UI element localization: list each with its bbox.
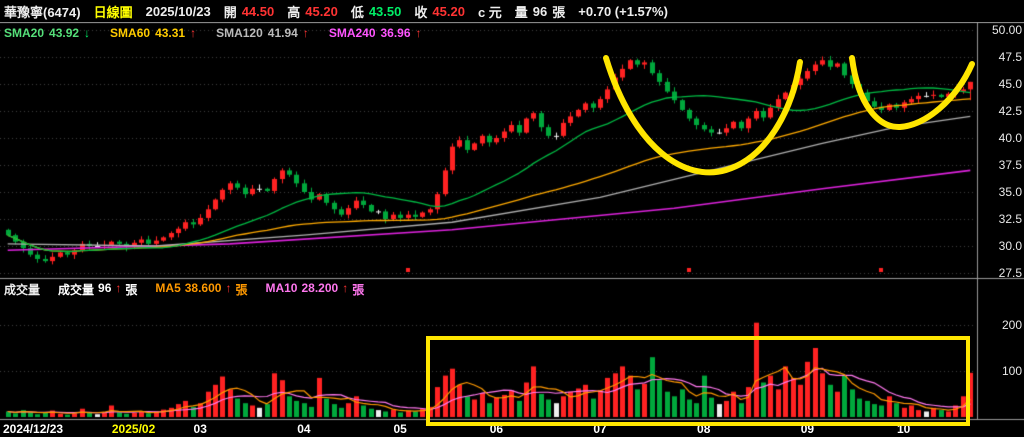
close-value: 45.20	[432, 3, 465, 19]
sma60-legend[interactable]: SMA60 43.31 ↑	[110, 26, 197, 40]
sma240-legend[interactable]: SMA240 36.96 ↑	[328, 26, 422, 40]
date-axis-label: 08	[697, 422, 711, 436]
date-axis-label: 05	[393, 422, 407, 436]
date-axis-label: 07	[593, 422, 607, 436]
date-axis-label: 06	[489, 422, 504, 436]
volume-legend: 成交量 成交量 96 ↑ 張 MA5 38.600 ↑ 張 MA10 28.20…	[4, 281, 364, 298]
volume-field: 量 96 張	[514, 3, 566, 20]
low-field: 低 43.50	[350, 3, 402, 20]
date-axis-label: 04	[297, 422, 311, 436]
volume-value: 96	[532, 3, 548, 19]
date-axis-label: 2024/12/23	[3, 422, 64, 436]
price-volume-chart-canvas[interactable]	[0, 22, 1024, 422]
sma20-arrow-icon: ↓	[84, 26, 91, 40]
low-value: 43.50	[368, 3, 402, 19]
sma20-legend[interactable]: SMA20 43.92 ↓	[4, 26, 91, 40]
stock-name: 華豫寧(6474)	[4, 4, 81, 20]
sma240-arrow-icon: ↑	[415, 26, 422, 40]
volume-ma10-arrow-icon: ↑	[342, 281, 349, 295]
chart-type-label[interactable]: 日線圖	[93, 4, 133, 20]
date-axis-label: 03	[193, 422, 207, 436]
date-axis-label: 10	[896, 422, 911, 436]
volume-arrow-icon: ↑	[115, 281, 122, 295]
sma120-legend[interactable]: SMA120 41.94 ↑	[216, 26, 309, 40]
high-value: 45.20	[305, 3, 338, 19]
open-value: 44.50	[241, 3, 275, 19]
volume-ma5-legend[interactable]: MA5 38.600 ↑ 張	[155, 281, 248, 297]
quote-date: 2025/10/23	[145, 3, 211, 19]
quote-header: 華豫寧(6474) 日線圖 2025/10/23 開 44.50 高 45.20…	[0, 0, 1024, 22]
open-field: 開 44.50	[223, 3, 275, 20]
high-field: 高 45.20	[287, 3, 338, 20]
close-field: 收 45.20	[414, 3, 465, 20]
sma120-arrow-icon: ↑	[302, 26, 309, 40]
sma60-arrow-icon: ↑	[190, 26, 197, 40]
date-axis-label: 09	[800, 422, 815, 436]
price-change: +0.70 (+1.57%)	[578, 3, 668, 19]
sma-legend: SMA20 43.92 ↓ SMA60 43.31 ↑ SMA120 41.94…	[4, 26, 422, 40]
date-axis-label: 2025/02	[111, 422, 156, 436]
volume-ma5-arrow-icon: ↑	[225, 281, 232, 295]
volume-panel-title: 成交量	[4, 283, 41, 297]
volume-series-legend[interactable]: 成交量 96 ↑ 張	[58, 281, 138, 297]
price-unit: c 元	[477, 4, 502, 20]
volume-ma10-legend[interactable]: MA10 28.200 ↑ 張	[265, 281, 365, 297]
